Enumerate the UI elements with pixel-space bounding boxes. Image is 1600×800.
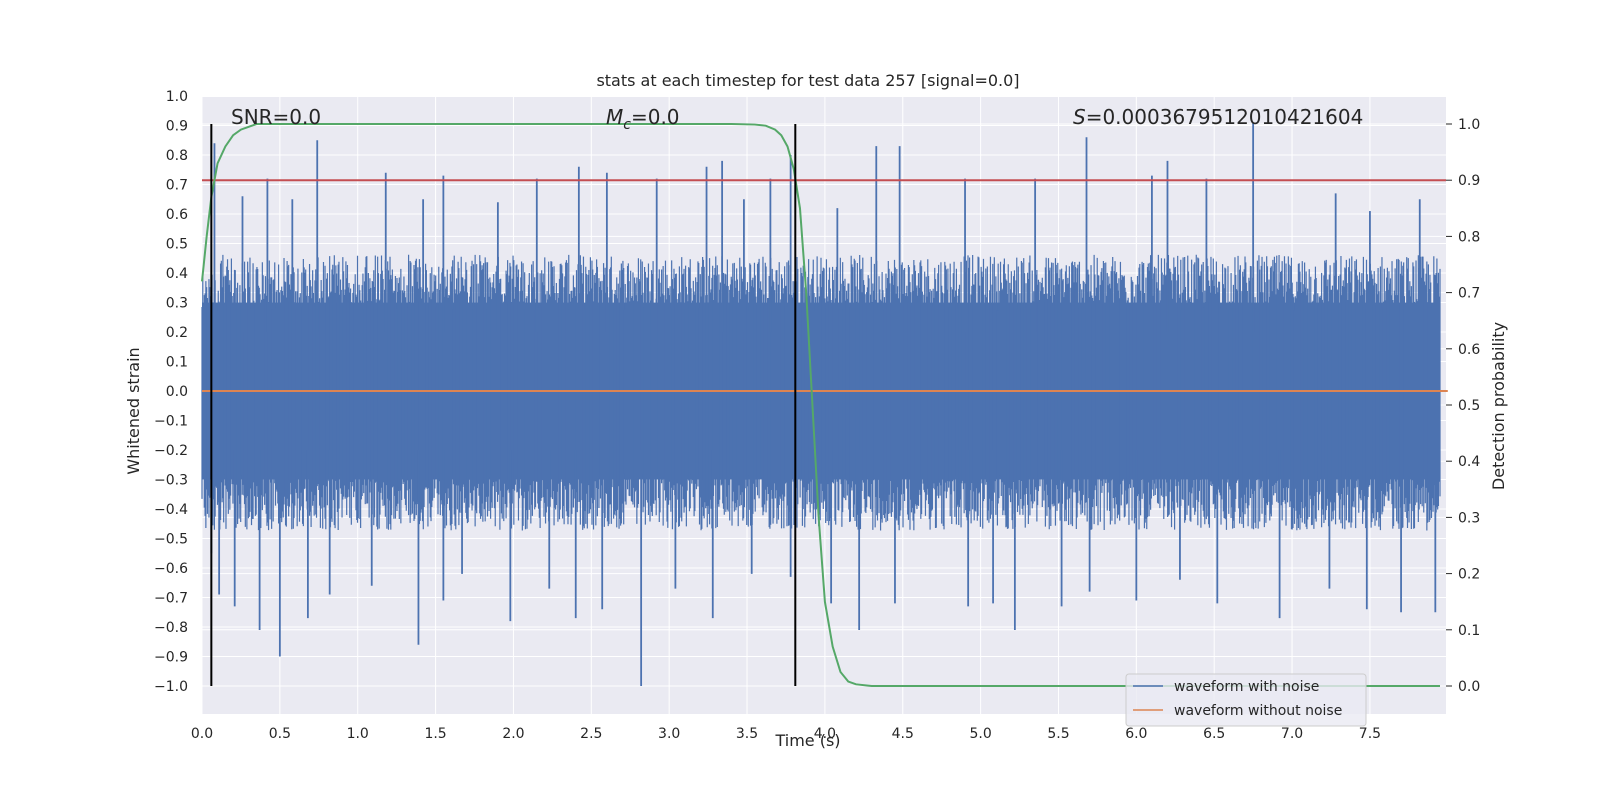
x-tick-label: 4.0 <box>814 726 836 742</box>
y-tick-label: 0.7 <box>166 178 188 194</box>
y-tick-label: 0.8 <box>166 148 188 164</box>
y2-tick-label: 0.1 <box>1458 623 1480 639</box>
y2-tick-label: 0.4 <box>1458 454 1480 470</box>
x-tick-label: 6.0 <box>1125 726 1147 742</box>
y-tick-label: −0.2 <box>154 443 188 459</box>
x-axis-label: Time (s) <box>774 731 840 750</box>
y-tick-label: −0.3 <box>154 473 188 489</box>
detection-probability-line <box>201 123 1440 687</box>
x-tick-labels: 0.0 0.5 1.0 1.5 2.0 2.5 3.0 3.5 4.0 4.5 5.0 5.5 6.0 6… <box>191 726 1381 742</box>
x-tick-label: 1.5 <box>424 726 446 742</box>
y-tick-label: 1.0 <box>166 89 188 105</box>
s-annotation: S=0.0003679512010421604 <box>1073 105 1363 129</box>
vertical-marker-lines <box>210 124 797 686</box>
y2-tick-label: 0.8 <box>1458 229 1480 245</box>
x-tick-label: 7.0 <box>1281 726 1303 742</box>
x-tick-label: 0.0 <box>191 726 213 742</box>
y-tick-label: 0.0 <box>166 384 188 400</box>
legend-label-noisy: waveform with noise <box>1174 679 1319 695</box>
s-symbol: S <box>1073 105 1086 129</box>
y-tick-label: −0.9 <box>154 650 188 666</box>
chart-title: stats at each timestep for test data 257… <box>596 71 1019 90</box>
y2-tick-label: 0.3 <box>1458 510 1480 526</box>
y-tick-label: −0.1 <box>154 414 188 430</box>
y-tick-label: −1.0 <box>154 679 188 695</box>
chirp-mass-value: =0.0 <box>631 105 680 129</box>
y-tick-label: −0.6 <box>154 561 188 577</box>
x-tick-label: 6.5 <box>1203 726 1225 742</box>
x-tick-label: 7.5 <box>1359 726 1381 742</box>
y-tick-label: 0.6 <box>166 207 188 223</box>
y2-tick-label: 0.9 <box>1458 173 1480 189</box>
y2-tick-label: 0.2 <box>1458 567 1480 583</box>
legend: waveform with noise waveform without noi… <box>1125 673 1367 727</box>
y-tick-label: 0.9 <box>166 119 188 135</box>
x-tick-label: 5.0 <box>969 726 991 742</box>
x-tick-label: 4.5 <box>892 726 914 742</box>
y-tick-labels: 1.0 0.9 0.8 0.7 0.6 0.5 0.4 0.3 0.2 0.1 0.0 −0.1 −0.… <box>154 89 188 695</box>
y-tick-label: −0.5 <box>154 532 188 548</box>
x-tick-label: 1.0 <box>347 726 369 742</box>
y2-tick-labels: 1.0 0.9 0.8 0.7 0.6 0.5 0.4 0.3 0.2 0.1 0.0 <box>1446 117 1480 695</box>
noisy-waveform-series <box>201 122 1441 686</box>
y-axis-label: Whitened strain <box>124 347 143 474</box>
y2-axis-label: Detection probability <box>1489 322 1508 490</box>
y2-tick-label: 0.5 <box>1458 398 1480 414</box>
y-tick-label: 0.2 <box>166 325 188 341</box>
y-tick-label: −0.7 <box>154 591 188 607</box>
x-tick-label: 3.0 <box>658 726 680 742</box>
legend-box <box>1125 673 1367 727</box>
y-tick-label: 0.3 <box>166 296 188 312</box>
s-value: =0.0003679512010421604 <box>1086 105 1364 129</box>
y-tick-label: 0.1 <box>166 355 188 371</box>
x-tick-label: 2.5 <box>580 726 602 742</box>
chirp-mass-symbol: M <box>606 105 623 129</box>
legend-label-clean: waveform without noise <box>1174 703 1342 719</box>
x-tick-label: 3.5 <box>736 726 758 742</box>
chirp-mass-subscript: c <box>623 117 631 133</box>
y-tick-label: −0.8 <box>154 620 188 636</box>
y2-tick-label: 0.6 <box>1458 342 1480 358</box>
snr-annotation: SNR=0.0 <box>231 105 321 129</box>
y-tick-label: −0.4 <box>154 502 188 518</box>
x-tick-label: 5.5 <box>1047 726 1069 742</box>
chirp-mass-annotation: Mc=0.0 <box>606 105 680 133</box>
y2-tick-label: 0.7 <box>1458 286 1480 302</box>
x-tick-label: 2.0 <box>502 726 524 742</box>
y2-tick-label: 0.0 <box>1458 679 1480 695</box>
x-tick-label: 0.5 <box>269 726 291 742</box>
y-tick-label: 0.4 <box>166 266 188 282</box>
y2-tick-label: 1.0 <box>1458 117 1480 133</box>
y-tick-label: 0.5 <box>166 237 188 253</box>
